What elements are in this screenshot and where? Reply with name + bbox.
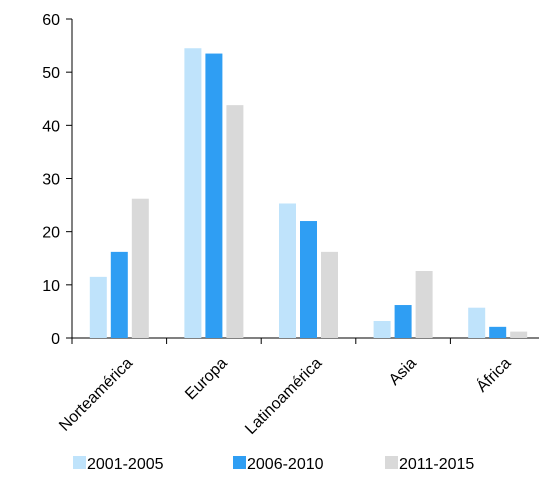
legend: 2001-2005 2006-2010 2011-2015 <box>73 456 474 473</box>
bar-2006-2010-Asia <box>394 305 412 338</box>
x-tick-label: África <box>472 353 514 395</box>
bar-2011-2015-África <box>510 331 528 338</box>
bar-2001-2005-Europa <box>184 48 202 338</box>
bar-2001-2005-Norteamérica <box>89 276 107 338</box>
legend-label: 2006-2010 <box>247 456 324 473</box>
bars <box>89 48 528 338</box>
y-tick-label: 0 <box>51 331 60 348</box>
legend-label: 2011-2015 <box>399 456 474 473</box>
bar-2001-2005-Asia <box>373 320 391 338</box>
x-tick-label: Europa <box>182 355 231 404</box>
y-tick-label: 50 <box>42 65 60 82</box>
y-tick-label: 10 <box>42 278 60 295</box>
y-tick-label: 60 <box>42 12 60 29</box>
bar-2011-2015-Asia <box>415 271 433 338</box>
legend-swatch-2001-2005 <box>73 456 86 469</box>
bar-2011-2015-Europa <box>226 105 244 338</box>
x-tick-label: Asia <box>386 355 420 389</box>
y-tick-label: 20 <box>42 225 60 242</box>
x-tick-label: Norteamérica <box>56 355 136 435</box>
x-axis: Norteamérica Europa Latinoamérica Asia Áfric… <box>56 337 539 438</box>
bar-2006-2010-África <box>489 326 507 338</box>
bar-2001-2005-Latinoamérica <box>279 203 296 338</box>
bar-2011-2015-Latinoamérica <box>321 251 338 338</box>
y-tick-label: 30 <box>42 172 60 189</box>
bar-2011-2015-Norteamérica <box>131 198 149 338</box>
bar-2001-2005-África <box>468 307 486 338</box>
y-tick-label: 40 <box>42 118 60 135</box>
legend-label: 2001-2005 <box>87 456 164 473</box>
bar-2006-2010-Latinoamérica <box>300 221 317 338</box>
bar-2006-2010-Europa <box>205 53 223 338</box>
bar-2006-2010-Norteamérica <box>110 251 128 338</box>
y-axis: 0 10 20 30 40 50 60 <box>42 12 73 348</box>
legend-swatch-2011-2015 <box>385 456 398 469</box>
x-tick-label: Latinoamérica <box>242 355 325 438</box>
legend-swatch-2006-2010 <box>233 456 246 469</box>
